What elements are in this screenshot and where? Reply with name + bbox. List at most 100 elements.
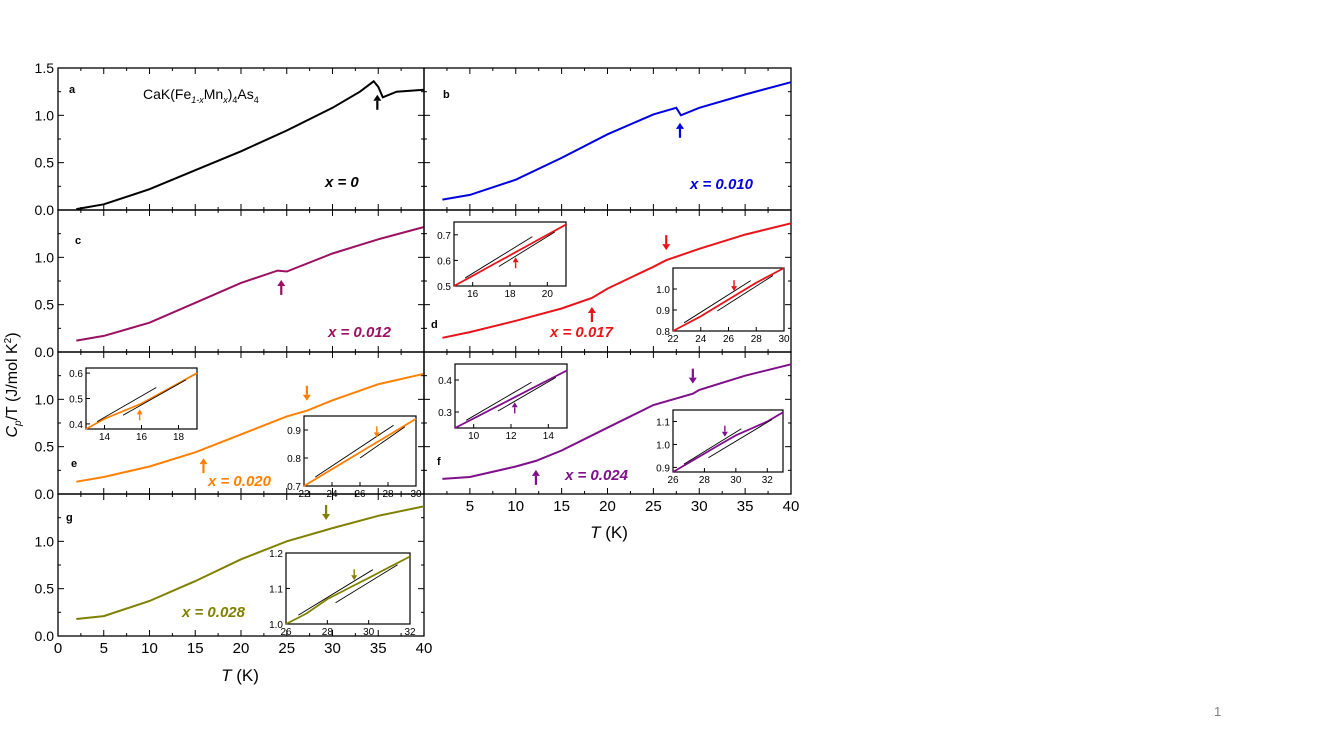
inset-x-tick-label: 26 <box>280 627 292 638</box>
inset-transition-arrow <box>373 426 380 438</box>
series-line-e <box>76 372 425 483</box>
inset-series-line <box>285 555 411 625</box>
inset-y-tick-label: 0.8 <box>656 327 670 338</box>
inset-y-tick-label: 0.9 <box>656 463 670 474</box>
inset-x-tick-label: 28 <box>699 475 711 486</box>
inset-x-tick-label: 16 <box>136 432 148 443</box>
transition-arrow <box>531 469 540 485</box>
transition-arrow <box>322 504 331 520</box>
concentration-label: x = 0.012 <box>327 324 392 341</box>
inset-transition-arrow <box>351 569 358 581</box>
x-tick-label: 30 <box>324 640 341 657</box>
y-tick-label: 1.0 <box>35 533 55 549</box>
x-tick-label: 15 <box>187 640 204 657</box>
inset-transition-arrow <box>721 425 728 437</box>
x-tick-label: 30 <box>691 498 708 515</box>
inset-x-tick-label: 24 <box>695 334 707 345</box>
panel-tag: f <box>437 456 441 468</box>
inset-y-tick-label: 0.6 <box>437 256 451 267</box>
x-tick-label: 35 <box>737 498 754 515</box>
inset-y-tick-label: 0.5 <box>437 282 451 293</box>
panel-a: 0.0 0.5 1.0 1.5 a x = 0 <box>35 60 425 218</box>
inset-guide-line <box>359 426 406 459</box>
transition-arrow-head <box>322 513 331 520</box>
y-tick-label: 0.0 <box>35 344 55 360</box>
panel-g: 0.0 0.5 1.0 g x = 0.028 26 28 30 32 1.0 1.1 1.2 <box>35 493 425 644</box>
inset-y-tick-label: 1.2 <box>269 549 283 560</box>
inset-guide-line <box>122 379 187 416</box>
inset-x-tick-label: 16 <box>467 289 479 300</box>
inset-transition-arrow <box>512 257 519 269</box>
inset-x-tick-label: 32 <box>762 475 774 486</box>
transition-arrow-head <box>587 307 596 314</box>
transition-arrow-head <box>302 394 311 401</box>
inset-y-tick-label: 0.4 <box>69 420 83 431</box>
x-tick-label: 5 <box>466 498 474 515</box>
transition-arrow <box>277 279 286 295</box>
inset-e-inset1: 14 16 18 0.4 0.5 0.6 <box>69 367 198 443</box>
series-line-b <box>442 81 792 201</box>
x-tick-label: 0 <box>54 640 62 657</box>
y-axis-label: Cp/T (J/mol K2) <box>3 332 24 437</box>
y-tick-label: 1.0 <box>35 107 55 123</box>
inset-y-tick-label: 0.7 <box>437 231 451 242</box>
transition-arrow <box>302 385 311 401</box>
inset-transition-arrow-head <box>511 402 518 408</box>
x-tick-label: 35 <box>370 640 387 657</box>
inset-guide-line <box>314 424 394 478</box>
inset-d-inset2: 22 24 26 28 30 0.8 0.9 1.0 <box>656 267 790 345</box>
inset-y-tick-label: 1.1 <box>269 585 283 596</box>
inset-transition-arrow-head <box>351 575 358 581</box>
x-tick-label: 10 <box>141 640 158 657</box>
y-tick-label: 0.5 <box>35 155 55 171</box>
panel-tag: a <box>69 84 76 96</box>
x-tick-label: 25 <box>645 498 662 515</box>
transition-arrow <box>688 368 697 384</box>
y-tick-label: 1.0 <box>35 249 55 265</box>
compound-formula: CaK(Fe1-xMnx)4As4 <box>143 86 259 105</box>
transition-arrow-head <box>688 377 697 384</box>
inset-x-tick-label: 14 <box>543 431 555 442</box>
inset-guide-line <box>96 387 157 422</box>
transition-arrow <box>199 458 208 474</box>
inset-frame <box>454 363 568 429</box>
inset-x-tick-label: 30 <box>730 475 742 486</box>
inset-x-tick-label: 28 <box>322 627 334 638</box>
inset-y-tick-label: 0.9 <box>287 426 301 437</box>
slide-number: 1 <box>1214 704 1222 719</box>
inset-guide-line <box>465 381 532 421</box>
transition-arrow <box>587 307 596 323</box>
inset-series-line <box>85 372 198 430</box>
inset-series-line <box>453 223 567 287</box>
y-tick-label: 0.5 <box>35 297 55 313</box>
panel-e: 0.00.51.0ex = 0.0201416180.40.50.6222426… <box>35 351 425 502</box>
inset-d-inset1: 16 18 20 0.5 0.6 0.7 <box>437 221 567 300</box>
inset-x-tick-label: 10 <box>468 431 480 442</box>
inset-guide-line <box>335 564 398 604</box>
inset-transition-arrow-head <box>721 431 728 437</box>
x-tick-label: 25 <box>278 640 295 657</box>
transition-arrow-head <box>277 279 286 286</box>
inset-x-tick-label: 14 <box>99 432 111 443</box>
inset-transition-arrow <box>511 402 518 414</box>
panel-tag: g <box>66 512 73 524</box>
y-tick-label: 1.0 <box>35 391 55 407</box>
concentration-label: x = 0.010 <box>689 176 754 193</box>
concentration-label: x = 0.024 <box>564 467 629 484</box>
panel-c: 0.0 0.5 1.0 c x = 0.012 <box>35 209 425 360</box>
x-tick-label: 40 <box>416 640 433 657</box>
inset-y-tick-label: 0.6 <box>69 369 83 380</box>
inset-guide-line <box>498 231 556 267</box>
x-axis-label-left: T (K) <box>221 666 259 685</box>
transition-arrow-head <box>662 244 671 251</box>
inset-guide-line <box>683 428 742 465</box>
inset-transition-arrow-head <box>373 432 380 438</box>
inset-y-tick-label: 1.0 <box>269 620 283 631</box>
inset-y-tick-label: 1.1 <box>656 417 670 428</box>
panel-d: d x = 0.017 16 18 20 0.5 0.6 0.7 22 24 26 28 30 0.8 0.… <box>423 209 792 353</box>
concentration-label: x = 0 <box>324 174 359 191</box>
inset-transition-arrow <box>136 409 143 421</box>
y-tick-label: 0.5 <box>35 581 55 597</box>
inset-guide-line <box>708 419 773 459</box>
